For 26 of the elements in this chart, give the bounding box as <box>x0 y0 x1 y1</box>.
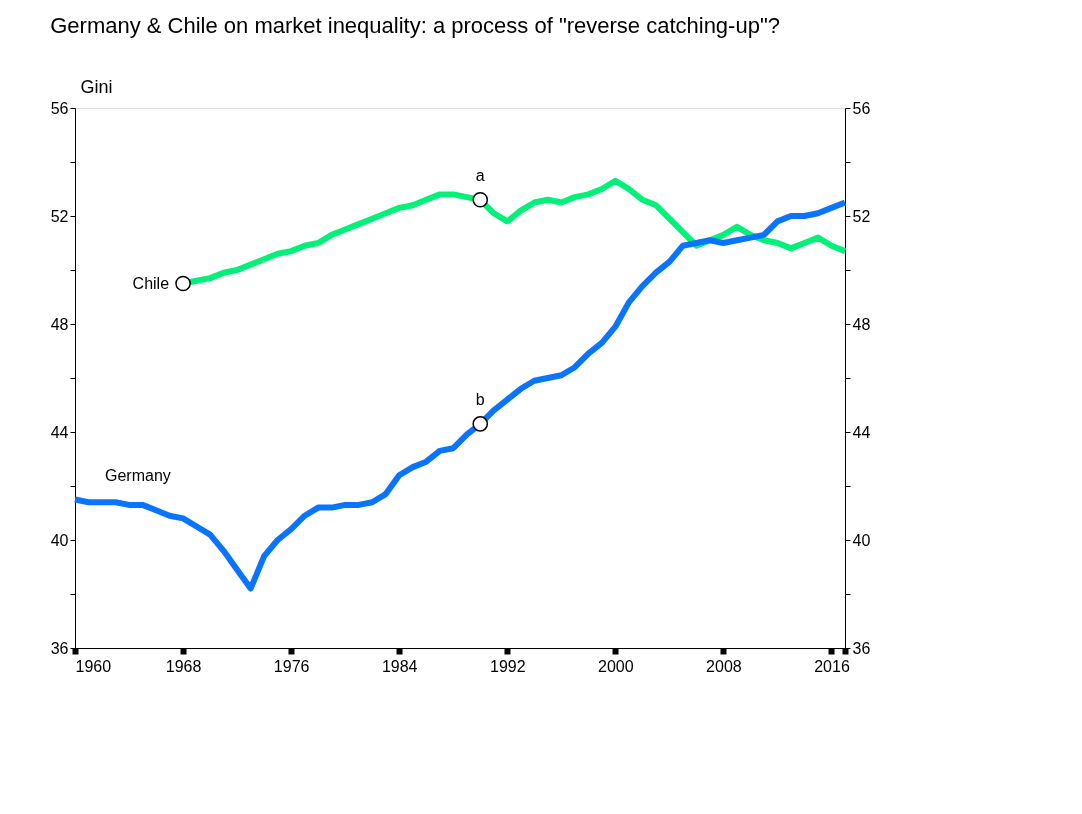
x-tick-label: 2016 <box>814 657 850 675</box>
x-tick-label: 2000 <box>598 657 634 675</box>
x-tick-label: 2008 <box>706 657 742 675</box>
y2-tick-label: 52 <box>852 207 871 225</box>
y-tick-label: 44 <box>50 423 69 441</box>
x-tick-label: 1992 <box>489 657 526 675</box>
y2-tick-label: 56 <box>852 99 871 117</box>
annotation: b <box>475 390 485 408</box>
y-tick-label: 48 <box>50 315 69 333</box>
y2-tick-label: 44 <box>852 423 871 441</box>
x-tick-label: 1976 <box>273 657 310 675</box>
y-axis-title: Gini <box>80 76 113 97</box>
y-tick-label: 56 <box>50 99 69 117</box>
y2-tick-label: 40 <box>852 531 871 549</box>
y2-tick-label: 48 <box>852 315 871 333</box>
chart-title: Germany & Chile on market inequality: a process of "reverse catching-up"? <box>50 13 780 38</box>
x-tick-label: 1960 <box>75 657 112 675</box>
y-tick-label: 36 <box>50 639 69 657</box>
series-label: Chile <box>132 274 170 292</box>
series-label: Germany <box>105 466 171 484</box>
y-tick-label: 40 <box>50 531 69 549</box>
y-tick-label: 52 <box>50 207 69 225</box>
x-tick-label: 1968 <box>165 657 202 675</box>
y2-tick-label: 36 <box>852 639 871 657</box>
annotation: a <box>475 166 485 184</box>
x-tick-label: 1984 <box>381 657 418 675</box>
